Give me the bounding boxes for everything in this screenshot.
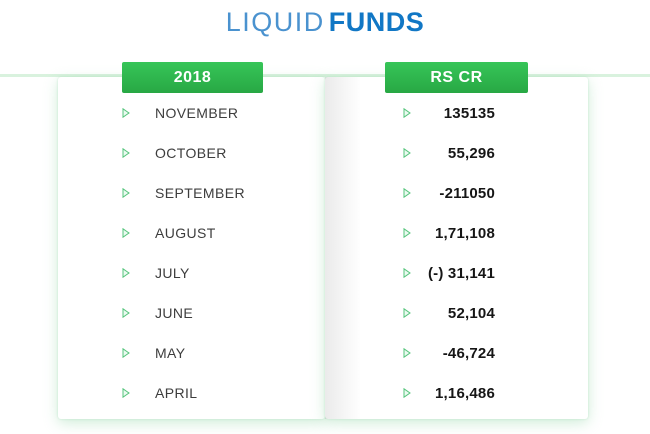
- triangle-right-icon: [403, 348, 411, 358]
- triangle-right-icon: [122, 388, 130, 398]
- triangle-right-icon: [122, 268, 130, 278]
- value-label: (-) 31,141: [427, 264, 495, 282]
- table-row: AUGUST: [58, 213, 325, 253]
- table-row: 1,71,108: [325, 213, 588, 253]
- value-label: 1,16,486: [435, 384, 495, 402]
- table-row: JUNE: [58, 293, 325, 333]
- months-panel: 2018 NOVEMBER OCTOBER SEPTEMBER AUGUST J…: [58, 62, 325, 419]
- month-label: MAY: [155, 345, 186, 361]
- values-panel: RS CR 135135 55,296 -211050 1,71,108 (-)…: [325, 62, 588, 419]
- triangle-right-icon: [122, 228, 130, 238]
- table-row: 52,104: [325, 293, 588, 333]
- values-list: 135135 55,296 -211050 1,71,108 (-) 31,14…: [325, 77, 588, 413]
- table-row: MAY: [58, 333, 325, 373]
- table-row: OCTOBER: [58, 133, 325, 173]
- page-title-bold: FUNDS: [328, 7, 425, 37]
- triangle-right-icon: [403, 188, 411, 198]
- value-label: 135135: [443, 104, 495, 122]
- table-row: -211050: [325, 173, 588, 213]
- month-label: JULY: [155, 265, 190, 281]
- month-label: APRIL: [155, 385, 198, 401]
- page-title-light: LIQUID: [225, 7, 325, 37]
- triangle-right-icon: [403, 388, 411, 398]
- accent-line: [0, 74, 650, 77]
- month-label: OCTOBER: [155, 145, 227, 161]
- months-list: NOVEMBER OCTOBER SEPTEMBER AUGUST JULY J…: [58, 77, 325, 413]
- triangle-right-icon: [403, 228, 411, 238]
- table-row: 1,16,486: [325, 373, 588, 413]
- triangle-right-icon: [122, 188, 130, 198]
- year-header-badge: 2018: [122, 62, 263, 93]
- page-title: LIQUID FUNDS: [0, 6, 650, 38]
- triangle-right-icon: [122, 348, 130, 358]
- triangle-right-icon: [403, 148, 411, 158]
- month-label: JUNE: [155, 305, 194, 321]
- value-label: 55,296: [447, 144, 495, 162]
- table-row: SEPTEMBER: [58, 173, 325, 213]
- triangle-right-icon: [122, 148, 130, 158]
- triangle-right-icon: [403, 268, 411, 278]
- month-label: SEPTEMBER: [155, 185, 245, 201]
- table-row: NOVEMBER: [58, 93, 325, 133]
- table-row: APRIL: [58, 373, 325, 413]
- value-label: -211050: [439, 184, 495, 202]
- table-row: -46,724: [325, 333, 588, 373]
- triangle-right-icon: [122, 308, 130, 318]
- value-label: 1,71,108: [435, 224, 495, 242]
- month-label: AUGUST: [155, 225, 216, 241]
- triangle-right-icon: [403, 308, 411, 318]
- table-row: 135135: [325, 93, 588, 133]
- value-header-badge: RS CR: [385, 62, 528, 93]
- table-row: JULY: [58, 253, 325, 293]
- month-label: NOVEMBER: [155, 105, 239, 121]
- value-label: 52,104: [447, 304, 495, 322]
- value-label: -46,724: [442, 344, 495, 362]
- triangle-right-icon: [403, 108, 411, 118]
- table-row: 55,296: [325, 133, 588, 173]
- table-row: (-) 31,141: [325, 253, 588, 293]
- triangle-right-icon: [122, 108, 130, 118]
